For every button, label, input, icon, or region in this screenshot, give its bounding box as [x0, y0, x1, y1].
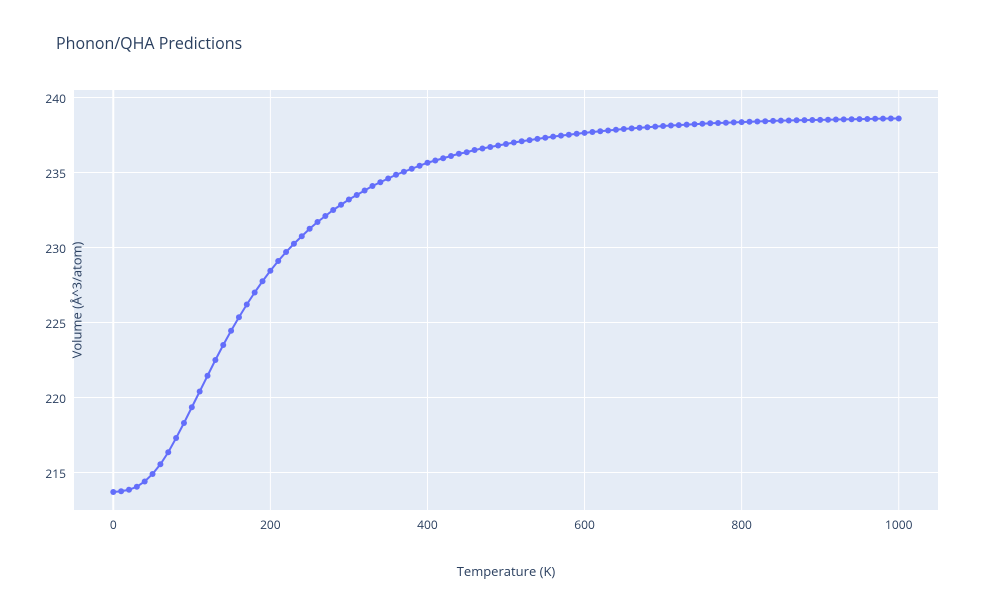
y-tick-label: 240: [30, 90, 66, 107]
chart-svg: [74, 90, 938, 510]
y-axis-label: Volume (Å^3/atom): [67, 242, 85, 359]
x-tick-label: 1000: [879, 516, 919, 533]
y-tick-label: 235: [30, 165, 66, 182]
plot-area: 02004006008001000 215220225230235240: [74, 90, 938, 510]
y-tick-label: 220: [30, 390, 66, 407]
x-axis-label: Temperature (K): [6, 562, 1000, 580]
x-tick-label: 400: [407, 516, 447, 533]
y-tick-label: 225: [30, 315, 66, 332]
x-tick-label: 0: [93, 516, 133, 533]
x-tick-label: 800: [722, 516, 762, 533]
x-tick-label: 600: [565, 516, 605, 533]
chart-title: Phonon/QHA Predictions: [56, 32, 242, 54]
y-tick-label: 230: [30, 240, 66, 257]
plot-background: [74, 90, 938, 510]
x-tick-label: 200: [250, 516, 290, 533]
y-tick-label: 215: [30, 465, 66, 482]
